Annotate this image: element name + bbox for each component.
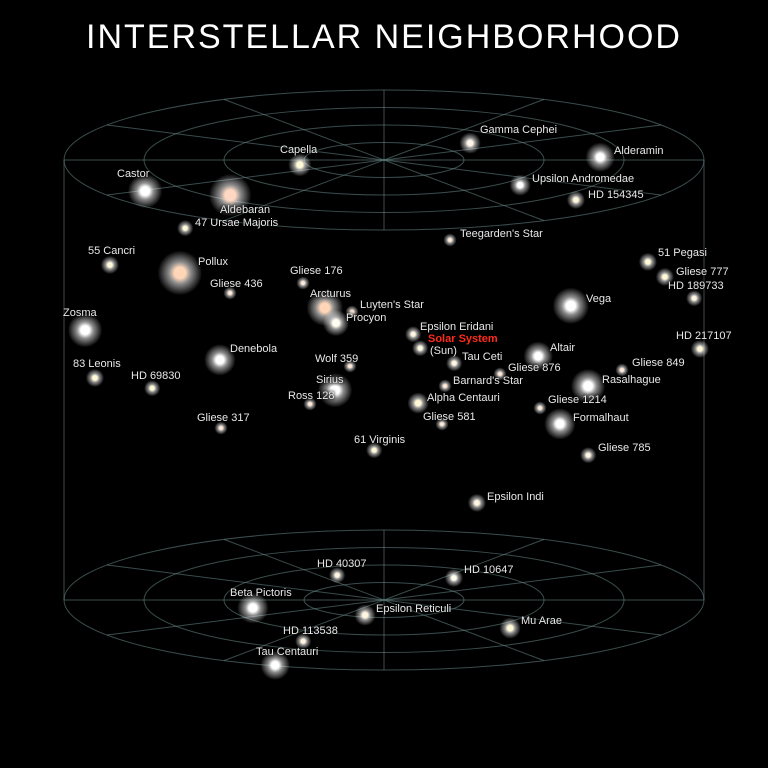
grid-cylinder (0, 0, 768, 768)
star-map: INTERSTELLAR NEIGHBORHOOD Gamma CepheiAl… (0, 0, 768, 768)
